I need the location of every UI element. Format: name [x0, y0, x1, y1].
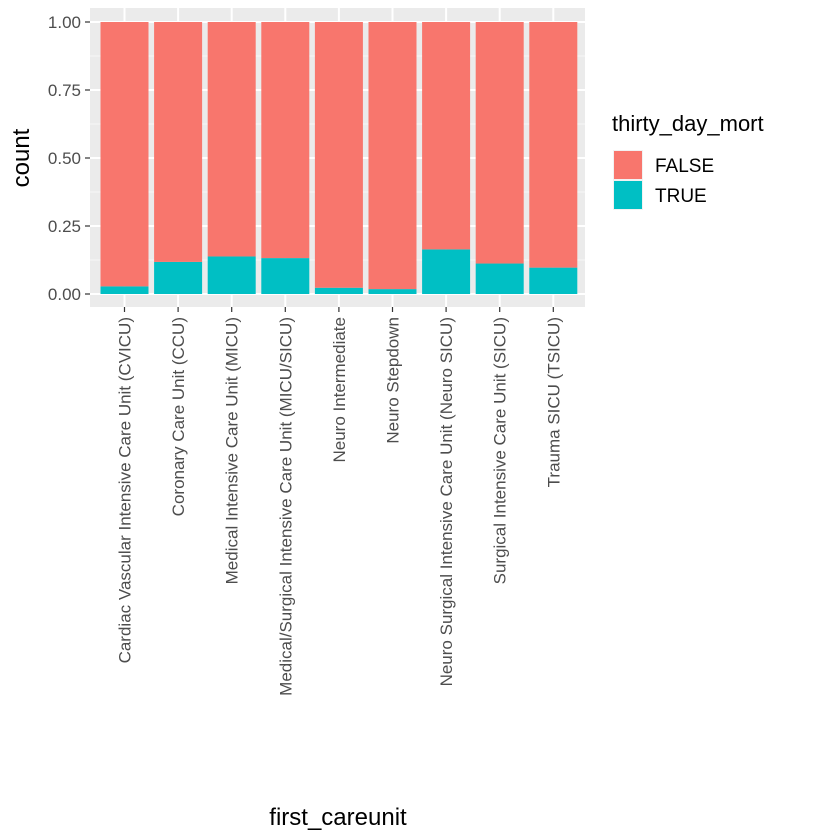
bar-true: [422, 249, 471, 294]
bars: [100, 22, 578, 294]
bar-false: [100, 22, 149, 287]
legend-label-true: TRUE: [655, 186, 707, 207]
bar-true: [207, 256, 256, 294]
y-tick-label: 1.00: [48, 13, 81, 32]
bar-false: [422, 22, 471, 250]
y-axis: 0.00 0.25 0.50 0.75 1.00: [48, 13, 90, 304]
bar-true: [368, 289, 417, 294]
x-axis-title: first_careunit: [269, 804, 407, 831]
y-tick-label: 0.50: [48, 149, 81, 168]
legend-key-true: [614, 181, 642, 209]
y-tick-label: 0.00: [48, 285, 81, 304]
legend-label-false: FALSE: [655, 156, 714, 177]
bar-true: [261, 258, 310, 294]
y-tick-label: 0.25: [48, 217, 81, 236]
bar-false: [154, 22, 203, 262]
bar-true: [475, 263, 524, 294]
x-tick-label: Trauma SICU (TSICU): [544, 317, 563, 487]
y-axis-title: count: [8, 128, 35, 187]
bar-false: [368, 22, 417, 290]
x-axis: Cardiac Vascular Intensive Care Unit (CV…: [116, 307, 563, 696]
x-tick-label: Coronary Care Unit (CCU): [169, 317, 188, 516]
bar-false: [529, 22, 578, 268]
legend-key-false: [614, 151, 642, 179]
bar-true: [100, 286, 149, 294]
x-tick-label: Neuro Surgical Intensive Care Unit (Neur…: [437, 317, 456, 686]
x-tick-label: Neuro Intermediate: [330, 317, 349, 463]
legend-title: thirty_day_mort: [612, 111, 764, 136]
x-tick-label: Cardiac Vascular Intensive Care Unit (CV…: [116, 317, 135, 663]
legend: thirty_day_mort FALSE TRUE: [612, 111, 764, 210]
x-tick-label: Surgical Intensive Care Unit (SICU): [491, 317, 510, 584]
x-tick-label: Medical Intensive Care Unit (MICU): [223, 317, 242, 584]
x-tick-label: Neuro Stepdown: [384, 317, 403, 444]
bar-false: [475, 22, 524, 264]
bar-false: [314, 22, 363, 288]
bar-true: [529, 267, 578, 294]
bar-true: [314, 287, 363, 294]
bar-true: [154, 261, 203, 294]
bar-false: [261, 22, 310, 259]
x-tick-label: Medical/Surgical Intensive Care Unit (MI…: [276, 317, 295, 696]
y-tick-label: 0.75: [48, 81, 81, 100]
bar-false: [207, 22, 256, 257]
